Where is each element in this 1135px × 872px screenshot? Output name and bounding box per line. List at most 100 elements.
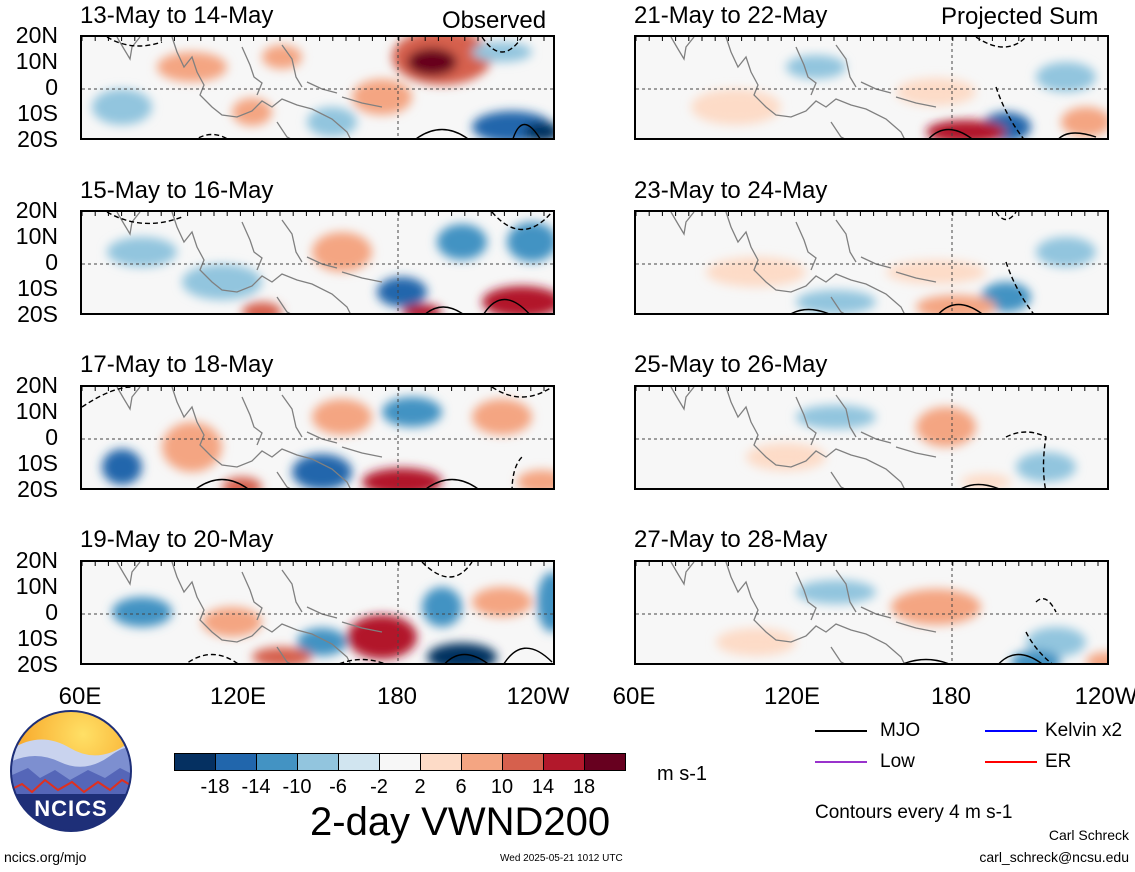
footer-timestamp: Wed 2025-05-21 1012 UTC bbox=[500, 853, 623, 864]
anomaly-region bbox=[796, 290, 876, 313]
panel-title-right-2: 23-May to 24-May bbox=[634, 177, 828, 204]
y-label-row1-0: 0 bbox=[45, 74, 58, 100]
y-label-row4-20n: 20N bbox=[15, 547, 58, 573]
mjo-contour bbox=[511, 456, 523, 488]
colorbar-tick-label: -2 bbox=[370, 776, 388, 798]
anomaly-region bbox=[916, 407, 976, 447]
map-panel-right-2 bbox=[634, 210, 1109, 315]
colorbar-swatch bbox=[174, 753, 216, 771]
anomaly-region bbox=[1036, 237, 1096, 267]
anomaly-region bbox=[517, 470, 553, 488]
mjo-contour bbox=[961, 483, 999, 488]
mjo-contour bbox=[1005, 261, 1034, 313]
mjo-contour bbox=[483, 299, 530, 313]
anomaly-region bbox=[716, 628, 796, 656]
panel-title-left-2: 15-May to 16-May bbox=[80, 177, 274, 204]
y-label-row2-0: 0 bbox=[45, 249, 58, 275]
legend-label-low: Low bbox=[880, 751, 915, 772]
legend-line-low bbox=[815, 761, 867, 763]
colorbar-tick-label: 18 bbox=[572, 776, 596, 798]
mjo-contour bbox=[903, 658, 949, 663]
footer-email[interactable]: carl_schreck@ncsu.edu bbox=[979, 849, 1129, 865]
anomaly-region bbox=[112, 597, 172, 627]
footer-url[interactable]: ncics.org/mjo bbox=[4, 849, 87, 865]
panel-title-right-4: 27-May to 28-May bbox=[634, 526, 828, 553]
ncics-logo[interactable]: NCICS bbox=[10, 710, 132, 832]
anomaly-region bbox=[362, 468, 442, 488]
mjo-contour bbox=[998, 653, 1042, 663]
colorbar-tick-label: -14 bbox=[241, 776, 271, 798]
projected-sum-label: Projected Sum bbox=[941, 3, 1099, 30]
colorbar-tick-label: -18 bbox=[200, 776, 230, 798]
colorbar-tick-label: 10 bbox=[490, 776, 514, 798]
y-label-row4-10s: 10S bbox=[17, 625, 58, 651]
anomaly-region bbox=[422, 587, 462, 627]
observed-label: Observed bbox=[442, 7, 547, 34]
mjo-contour bbox=[426, 478, 478, 488]
anomaly-region bbox=[407, 48, 457, 76]
mjo-contour bbox=[503, 647, 553, 663]
anomaly-region bbox=[312, 399, 372, 435]
mjo-contour bbox=[512, 123, 541, 138]
anomaly-region bbox=[292, 454, 352, 488]
anomaly-region bbox=[961, 474, 1011, 488]
colorbar-swatch bbox=[502, 753, 544, 771]
anomaly-region bbox=[382, 397, 442, 427]
mjo-contour bbox=[1035, 598, 1057, 613]
anomaly-region bbox=[1016, 452, 1076, 482]
colorbar-tick-label: 2 bbox=[414, 776, 426, 798]
anomaly-region bbox=[157, 52, 227, 82]
legend-label-kelvin: Kelvin x2 bbox=[1045, 720, 1123, 741]
anomaly-region bbox=[896, 78, 976, 106]
anomaly-region bbox=[347, 615, 417, 659]
mjo-contour bbox=[444, 653, 488, 663]
map-panel-left-3 bbox=[80, 385, 555, 490]
map-panel-right-1 bbox=[634, 35, 1109, 140]
legend-line-mjo bbox=[815, 730, 867, 732]
anomaly-region bbox=[437, 224, 487, 260]
y-label-row1-10s: 10S bbox=[17, 100, 58, 126]
x-label-120e-right: 120E bbox=[763, 683, 821, 710]
x-label-60e-right: 60E bbox=[612, 683, 656, 710]
x-label-120e: 120E bbox=[209, 683, 267, 710]
y-label-row3-20n: 20N bbox=[15, 372, 58, 398]
mjo-contour bbox=[938, 303, 982, 313]
anomaly-region bbox=[352, 79, 412, 115]
mjo-contour bbox=[196, 133, 228, 138]
anomaly-region bbox=[472, 587, 532, 617]
colorbar-swatch bbox=[584, 753, 626, 771]
y-label-row4-0: 0 bbox=[45, 599, 58, 625]
anomaly-region bbox=[182, 264, 262, 300]
anomaly-region bbox=[891, 589, 981, 625]
colorbar-tick-label: -10 bbox=[282, 776, 312, 798]
mjo-contour bbox=[995, 212, 1017, 221]
anomaly-region bbox=[232, 98, 272, 126]
colorbar-swatch bbox=[297, 753, 339, 771]
anomaly-region bbox=[92, 89, 152, 125]
anomaly-region bbox=[537, 572, 553, 632]
anomaly-region bbox=[377, 277, 427, 307]
colorbar-swatch bbox=[338, 753, 380, 771]
map-panel-left-2 bbox=[80, 210, 555, 315]
anomaly-region bbox=[796, 580, 876, 604]
y-label-row2-10s: 10S bbox=[17, 275, 58, 301]
anomaly-region bbox=[796, 405, 876, 429]
x-label-180: 180 bbox=[376, 683, 418, 710]
map-panel-left-4 bbox=[80, 560, 555, 665]
x-label-120w-right: 120W bbox=[1074, 683, 1135, 710]
mjo-contour bbox=[791, 308, 829, 313]
anomaly-region bbox=[202, 607, 262, 637]
mjo-contour bbox=[339, 658, 385, 663]
mjo-contour bbox=[196, 478, 248, 488]
legend-label-er: ER bbox=[1045, 751, 1072, 772]
legend-line-er bbox=[985, 761, 1037, 763]
mjo-contour bbox=[421, 562, 473, 578]
legend-line-kelvin bbox=[985, 730, 1037, 732]
x-label-120w: 120W bbox=[506, 683, 570, 710]
y-label-row2-20s: 20S bbox=[17, 301, 58, 327]
anomaly-region bbox=[297, 628, 347, 656]
anomaly-region bbox=[307, 107, 357, 137]
colorbar-swatch bbox=[215, 753, 257, 771]
anomaly-region bbox=[162, 422, 222, 472]
y-label-row2-20n: 20N bbox=[15, 197, 58, 223]
